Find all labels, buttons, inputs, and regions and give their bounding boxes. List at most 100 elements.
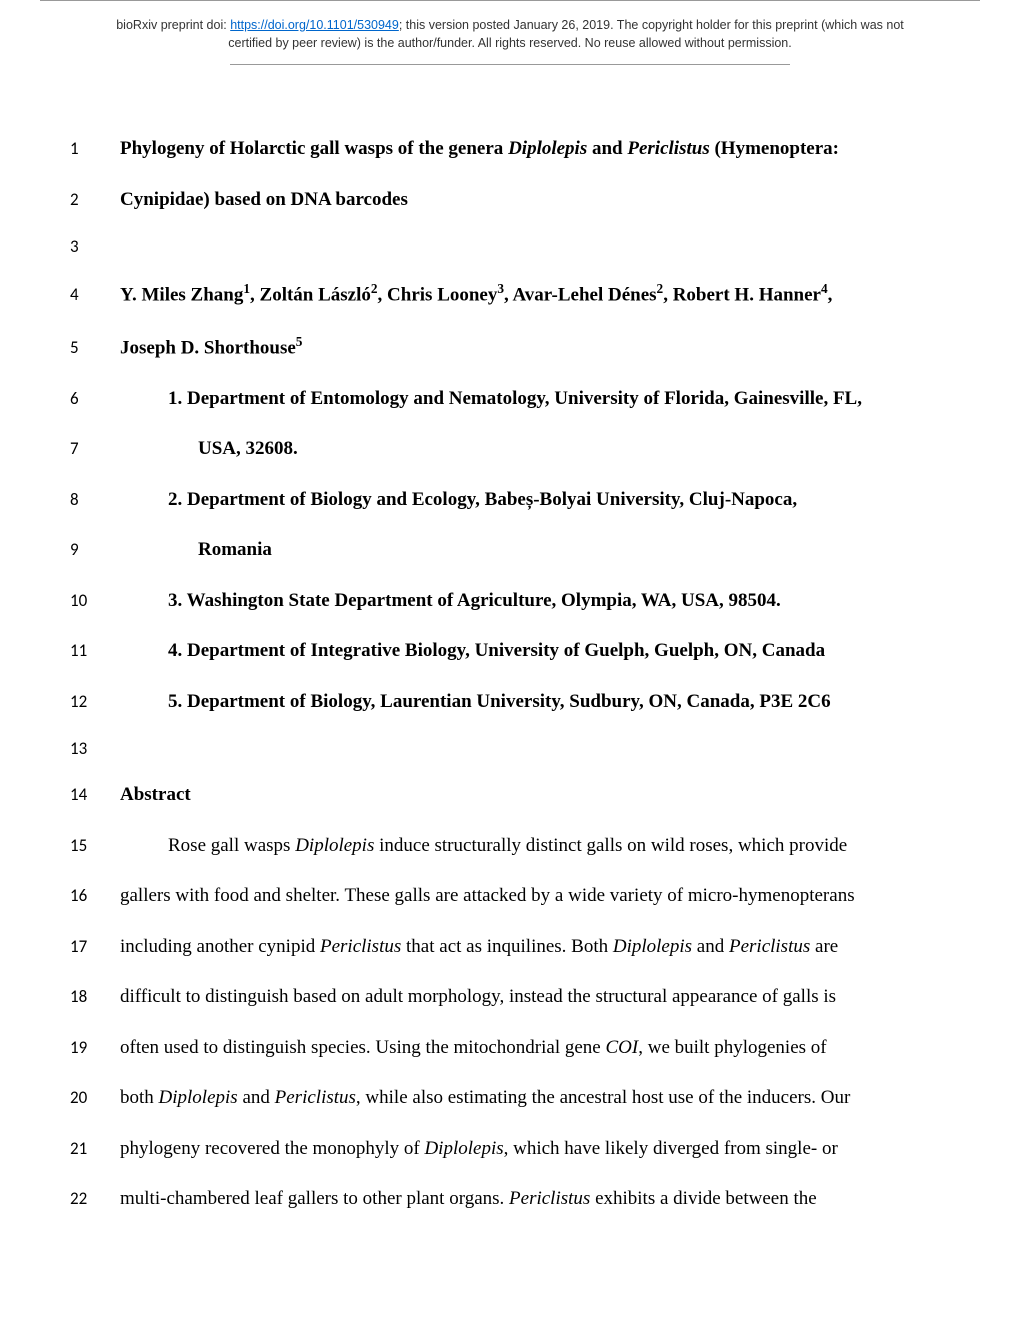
title-text: (Hymenoptera: [710, 138, 839, 159]
affiliation-2-cont: Romania [120, 536, 900, 565]
affiliation-2: 2. Department of Biology and Ecology, Ba… [120, 486, 900, 515]
title-line-2: Cynipidae) based on DNA barcodes [120, 186, 900, 215]
text: exhibits a divide between the [590, 1188, 816, 1209]
line-4: 4 Y. Miles Zhang1, Zoltán László2, Chris… [70, 279, 900, 310]
line-6: 6 1. Department of Entomology and Nemato… [70, 385, 900, 414]
line-number: 5 [70, 337, 120, 358]
affiliation-1-cont: USA, 32608. [120, 435, 900, 464]
line-1: 1 Phylogeny of Holarctic gall wasps of t… [70, 135, 900, 164]
line-22: 22 multi-chambered leaf gallers to other… [70, 1185, 900, 1214]
line-19: 19 often used to distinguish species. Us… [70, 1034, 900, 1063]
genus-italic: Diplolepis [424, 1138, 503, 1159]
text: are [810, 936, 838, 957]
line-number: 9 [70, 539, 120, 560]
author: Joseph D. Shorthouse [120, 337, 296, 358]
text: , which have likely diverged from single… [504, 1138, 838, 1159]
genus-italic: Periclistus [729, 936, 810, 957]
line-number: 17 [70, 936, 120, 957]
title-genus-1: Diplolepis [508, 138, 587, 159]
abstract-text: often used to distinguish species. Using… [120, 1034, 900, 1063]
line-17: 17 including another cynipid Periclistus… [70, 933, 900, 962]
affiliation-5: 5. Department of Biology, Laurentian Uni… [120, 688, 900, 717]
text: and [692, 936, 729, 957]
line-number: 14 [70, 784, 120, 805]
text: Rose gall wasps [168, 835, 295, 856]
abstract-heading: Abstract [120, 781, 900, 810]
affiliation-sup: 5 [296, 334, 303, 349]
header-line2: certified by peer review) is the author/… [228, 36, 791, 50]
abstract-text: gallers with food and shelter. These gal… [120, 882, 900, 911]
line-number: 1 [70, 138, 120, 159]
line-20: 20 both Diplolepis and Periclistus, whil… [70, 1084, 900, 1113]
text: including another cynipid [120, 936, 320, 957]
text: often used to distinguish species. Using… [120, 1037, 605, 1058]
text: multi-chambered leaf gallers to other pl… [120, 1188, 509, 1209]
author-sep: , [828, 284, 833, 305]
line-7: 7 USA, 32608. [70, 435, 900, 464]
line-number: 18 [70, 986, 120, 1007]
affiliation-3: 3. Washington State Department of Agricu… [120, 587, 900, 616]
title-text: and [587, 138, 627, 159]
genus-italic: Periclistus [509, 1188, 590, 1209]
line-number: 8 [70, 489, 120, 510]
line-2: 2 Cynipidae) based on DNA barcodes [70, 186, 900, 215]
title-text: Phylogeny of Holarctic gall wasps of the… [120, 138, 508, 159]
author: , Zoltán László [250, 284, 371, 305]
line-3: 3 [70, 236, 900, 257]
authors-line-2: Joseph D. Shorthouse5 [120, 332, 900, 363]
line-21: 21 phylogeny recovered the monophyly of … [70, 1135, 900, 1164]
doi-link[interactable]: https://doi.org/10.1101/530949 [230, 18, 399, 32]
line-16: 16 gallers with food and shelter. These … [70, 882, 900, 911]
affiliation-sup: 2 [371, 281, 378, 296]
line-13: 13 [70, 738, 900, 759]
line-14: 14 Abstract [70, 781, 900, 810]
line-18: 18 difficult to distinguish based on adu… [70, 983, 900, 1012]
genus-italic: Diplolepis [613, 936, 692, 957]
line-10: 10 3. Washington State Department of Agr… [70, 587, 900, 616]
line-number: 19 [70, 1037, 120, 1058]
line-8: 8 2. Department of Biology and Ecology, … [70, 486, 900, 515]
author: Y. Miles Zhang [120, 284, 243, 305]
header-top-rule [40, 0, 980, 1]
text: induce structurally distinct galls on wi… [374, 835, 847, 856]
line-number: 3 [70, 236, 120, 257]
line-number: 11 [70, 640, 120, 661]
text: both [120, 1087, 159, 1108]
line-number: 6 [70, 388, 120, 409]
abstract-text: including another cynipid Periclistus th… [120, 933, 900, 962]
line-9: 9 Romania [70, 536, 900, 565]
line-12: 12 5. Department of Biology, Laurentian … [70, 688, 900, 717]
line-number: 16 [70, 885, 120, 906]
line-number: 20 [70, 1087, 120, 1108]
line-15: 15 Rose gall wasps Diplolepis induce str… [70, 832, 900, 861]
author: , Avar-Lehel Dénes [504, 284, 657, 305]
line-number: 21 [70, 1138, 120, 1159]
gene-italic: COI [605, 1037, 638, 1058]
text: , while also estimating the ancestral ho… [356, 1087, 850, 1108]
line-number: 13 [70, 738, 120, 759]
authors-line-1: Y. Miles Zhang1, Zoltán László2, Chris L… [120, 279, 900, 310]
affiliation-sup: 4 [821, 281, 828, 296]
abstract-text: Rose gall wasps Diplolepis induce struct… [120, 832, 900, 861]
abstract-text: difficult to distinguish based on adult … [120, 983, 900, 1012]
text: phylogeny recovered the monophyly of [120, 1138, 424, 1159]
line-number: 12 [70, 691, 120, 712]
line-number: 22 [70, 1188, 120, 1209]
title-line-1: Phylogeny of Holarctic gall wasps of the… [120, 135, 900, 164]
line-number: 2 [70, 189, 120, 210]
text: , we built phylogenies of [638, 1037, 826, 1058]
genus-italic: Diplolepis [159, 1087, 238, 1108]
line-5: 5 Joseph D. Shorthouse5 [70, 332, 900, 363]
abstract-text: phylogeny recovered the monophyly of Dip… [120, 1135, 900, 1164]
genus-italic: Periclistus [275, 1087, 356, 1108]
author: , Chris Looney [378, 284, 498, 305]
title-genus-2: Periclistus [627, 138, 709, 159]
text: and [238, 1087, 275, 1108]
manuscript-content: 1 Phylogeny of Holarctic gall wasps of t… [0, 65, 1020, 1214]
affiliation-1: 1. Department of Entomology and Nematolo… [120, 385, 900, 414]
line-number: 15 [70, 835, 120, 856]
line-number: 7 [70, 438, 120, 459]
genus-italic: Periclistus [320, 936, 401, 957]
author: , Robert H. Hanner [663, 284, 821, 305]
line-number: 10 [70, 590, 120, 611]
